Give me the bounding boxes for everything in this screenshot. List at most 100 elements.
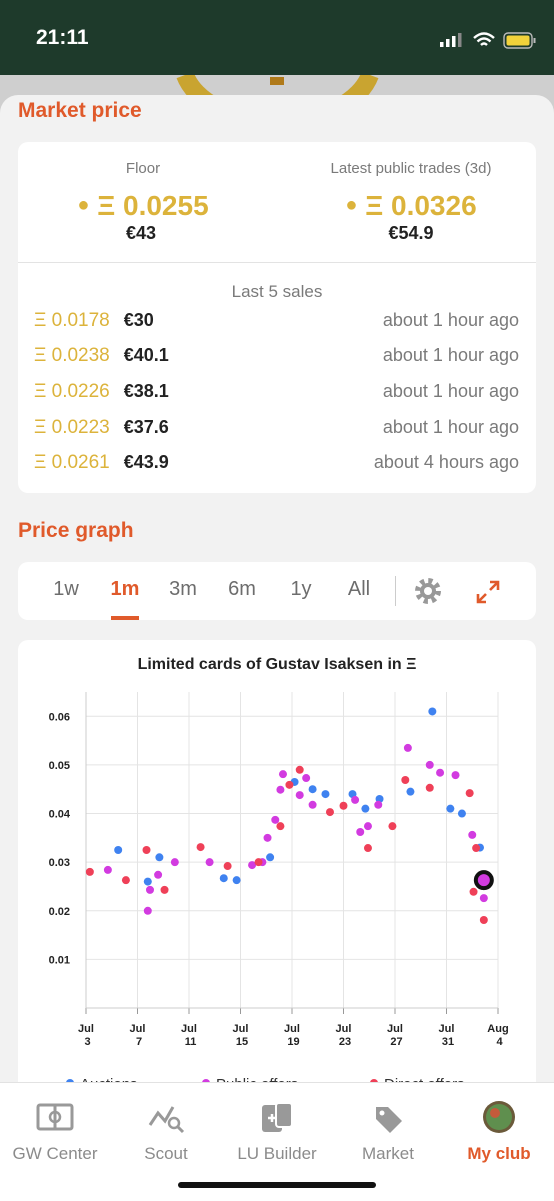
point: [388, 822, 397, 831]
tab-divider: [395, 576, 396, 606]
nav-item[interactable]: Scout: [144, 1144, 188, 1163]
point: [465, 789, 474, 798]
point: [479, 916, 488, 925]
floor-label: Floor: [125, 160, 161, 177]
status-bar: 21:11: [0, 0, 554, 75]
point: [472, 844, 481, 853]
point: [103, 865, 112, 874]
x-tick-label: Jul 31: [439, 1023, 455, 1048]
range-tab[interactable]: All: [347, 578, 371, 600]
sale-eur: €38.1: [123, 381, 169, 401]
x-tick-label: Jul 3: [78, 1023, 94, 1048]
sale-row: Ξ 0.0226 €38.1 about 1 hour ago: [34, 381, 519, 411]
latest-eth-value: Ξ 0.0326: [365, 190, 477, 221]
point: [170, 858, 179, 867]
point: [451, 771, 460, 780]
range-tab[interactable]: 6m: [228, 578, 256, 600]
y-tick-label: 0.04: [49, 809, 71, 821]
point: [479, 894, 488, 903]
tab-bar: [18, 562, 536, 620]
y-tick-label: 0.02: [49, 906, 70, 918]
x-tick-label: Jul 27: [387, 1023, 403, 1048]
point: [374, 800, 383, 809]
nav-item[interactable]: GW Center: [12, 1144, 98, 1163]
sale-time: about 1 hour ago: [382, 381, 519, 401]
point: [196, 843, 205, 852]
point: [295, 765, 304, 774]
chart-card: [18, 640, 536, 1110]
nav-item[interactable]: Market: [362, 1144, 414, 1163]
bottom-nav: GW Center Scout LU Builder Market My club: [0, 1082, 554, 1201]
point: [356, 828, 365, 837]
point: [155, 853, 164, 862]
sale-eth: Ξ 0.0226: [34, 381, 110, 402]
point: [248, 861, 257, 870]
nav-item[interactable]: My club: [467, 1144, 531, 1163]
point: [401, 775, 410, 784]
point: [308, 785, 317, 794]
latest-eur: €54.9: [388, 223, 434, 243]
sale-row: Ξ 0.0238 €40.1 about 1 hour ago: [34, 345, 519, 375]
latest-eth: ● Ξ 0.0326: [345, 190, 477, 221]
chart-title: Limited cards of Gustav Isaksen in Ξ: [138, 656, 417, 673]
floor-eur: €43: [125, 223, 157, 243]
point: [425, 760, 434, 769]
x-tick-label: Jul 23: [336, 1023, 352, 1048]
sale-eur: €40.1: [123, 345, 169, 365]
point: [278, 770, 287, 779]
point: [85, 867, 94, 876]
point: [363, 844, 372, 853]
section-title: Price graph: [18, 519, 134, 542]
nav-icons: [36, 1101, 515, 1134]
point: [363, 822, 372, 831]
sale-eth: Ξ 0.0261: [34, 452, 110, 473]
point: [295, 791, 304, 800]
point: [285, 780, 294, 789]
point: [302, 774, 311, 783]
settings-button[interactable]: [413, 576, 443, 606]
point: [339, 801, 348, 810]
sale-eth: Ξ 0.0223: [34, 417, 110, 438]
point: [143, 877, 152, 886]
point: [223, 862, 232, 871]
sale-eur: €30: [123, 310, 154, 330]
point: [276, 822, 285, 831]
point: [276, 785, 285, 794]
x-tick-label: Jul 19: [284, 1023, 300, 1048]
sale-time: about 1 hour ago: [382, 417, 519, 437]
sale-row: Ξ 0.0223 €37.6 about 1 hour ago: [34, 417, 519, 447]
x-tick-label: Jul 11: [181, 1023, 197, 1048]
point: [145, 885, 154, 894]
range-tab[interactable]: 3m: [169, 578, 197, 600]
point: [468, 830, 477, 839]
point: [266, 853, 275, 862]
point: [321, 790, 330, 799]
home-indicator: [178, 1182, 376, 1188]
x-tick-label: Jul 7: [130, 1023, 146, 1048]
point: [263, 833, 272, 842]
point: [469, 887, 478, 896]
expand-button[interactable]: [474, 578, 502, 606]
point: [308, 800, 317, 809]
chart: Limited cards of Gustav Isaksen in Ξ 0.0…: [49, 656, 509, 1093]
range-tab[interactable]: 1y: [290, 578, 312, 600]
y-tick-label: 0.05: [49, 760, 70, 772]
floor-eth-value: Ξ 0.0255: [97, 190, 209, 221]
x-tick-label: Aug 4: [487, 1023, 508, 1048]
point: [457, 809, 466, 818]
clock: 21:11: [36, 26, 89, 49]
sale-eth: Ξ 0.0178: [34, 310, 110, 331]
point: [142, 846, 151, 854]
nav-item[interactable]: LU Builder: [237, 1144, 317, 1163]
sale-time: about 1 hour ago: [382, 310, 519, 330]
range-tab[interactable]: 1w: [53, 578, 79, 600]
point: [271, 815, 280, 824]
status-icons: [440, 32, 536, 49]
range-tab[interactable]: 1m: [110, 578, 140, 600]
section-title: Market price: [18, 99, 142, 122]
point: [205, 858, 214, 867]
point: [436, 768, 445, 777]
sale-eur: €37.6: [123, 417, 169, 437]
sale-eth: Ξ 0.0238: [34, 345, 110, 366]
